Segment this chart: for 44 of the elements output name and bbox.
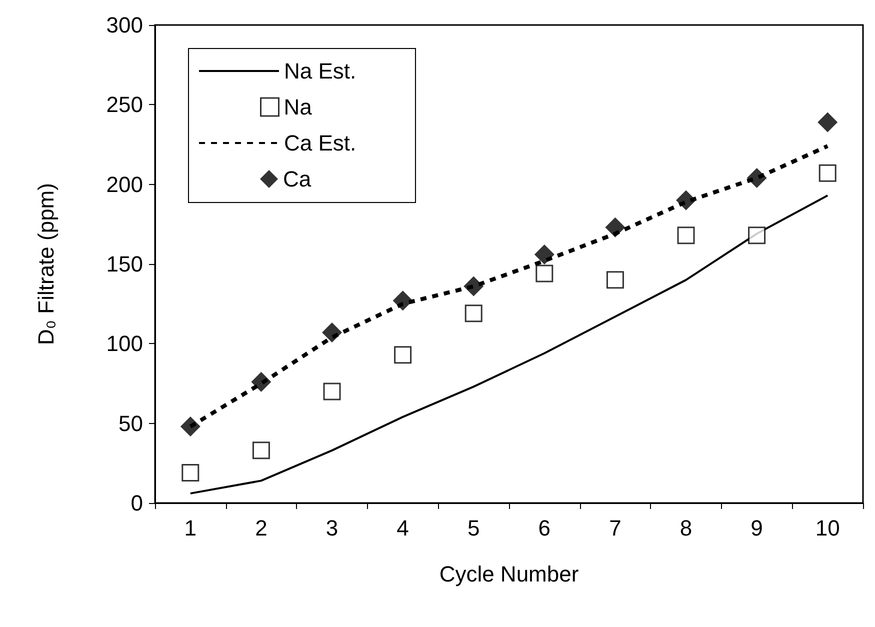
legend-label: Ca Est. [284, 130, 356, 156]
x-tick-label: 3 [326, 516, 338, 540]
legend-label: Na [284, 94, 313, 120]
point [322, 322, 342, 343]
x-tick-label: 9 [750, 516, 763, 540]
legend-label: Ca [283, 166, 312, 192]
point [818, 164, 836, 182]
point [536, 264, 554, 282]
x-tick-label: 5 [467, 516, 480, 540]
line-series [189, 194, 829, 494]
y-tick-label: 200 [106, 172, 143, 197]
x-tick-label: 2 [255, 516, 268, 540]
point [394, 346, 412, 364]
point [392, 290, 413, 311]
x-tick-label: 1 [184, 516, 197, 540]
x-tick-label: 7 [609, 516, 622, 540]
point [464, 276, 484, 296]
point [746, 168, 767, 188]
x-tick-label: 4 [396, 516, 409, 540]
point [818, 112, 838, 132]
y-tick-label: 250 [106, 92, 143, 118]
point [534, 244, 554, 264]
point [464, 304, 482, 322]
point [605, 217, 626, 238]
legend-label: Na Est. [284, 58, 356, 84]
y-tick-label: 300 [106, 12, 143, 38]
point [677, 226, 695, 244]
point [606, 271, 624, 289]
point [748, 226, 766, 244]
x-tick-label: 8 [680, 516, 692, 540]
y-axis-title: D₀ Filtrate (ppm) [34, 183, 58, 345]
point [180, 416, 200, 437]
x-tick-label: 10 [815, 516, 840, 540]
y-tick-label: 150 [106, 252, 143, 276]
point [676, 190, 696, 210]
x-axis-title: Cycle Number [439, 562, 579, 586]
y-tick-label: 0 [130, 490, 143, 516]
point [251, 372, 272, 392]
point [252, 442, 270, 460]
y-tick-label: 100 [106, 331, 143, 356]
point [182, 464, 200, 482]
x-tick-label: 6 [538, 516, 551, 540]
point [323, 382, 341, 400]
y-tick-label: 50 [118, 410, 143, 436]
